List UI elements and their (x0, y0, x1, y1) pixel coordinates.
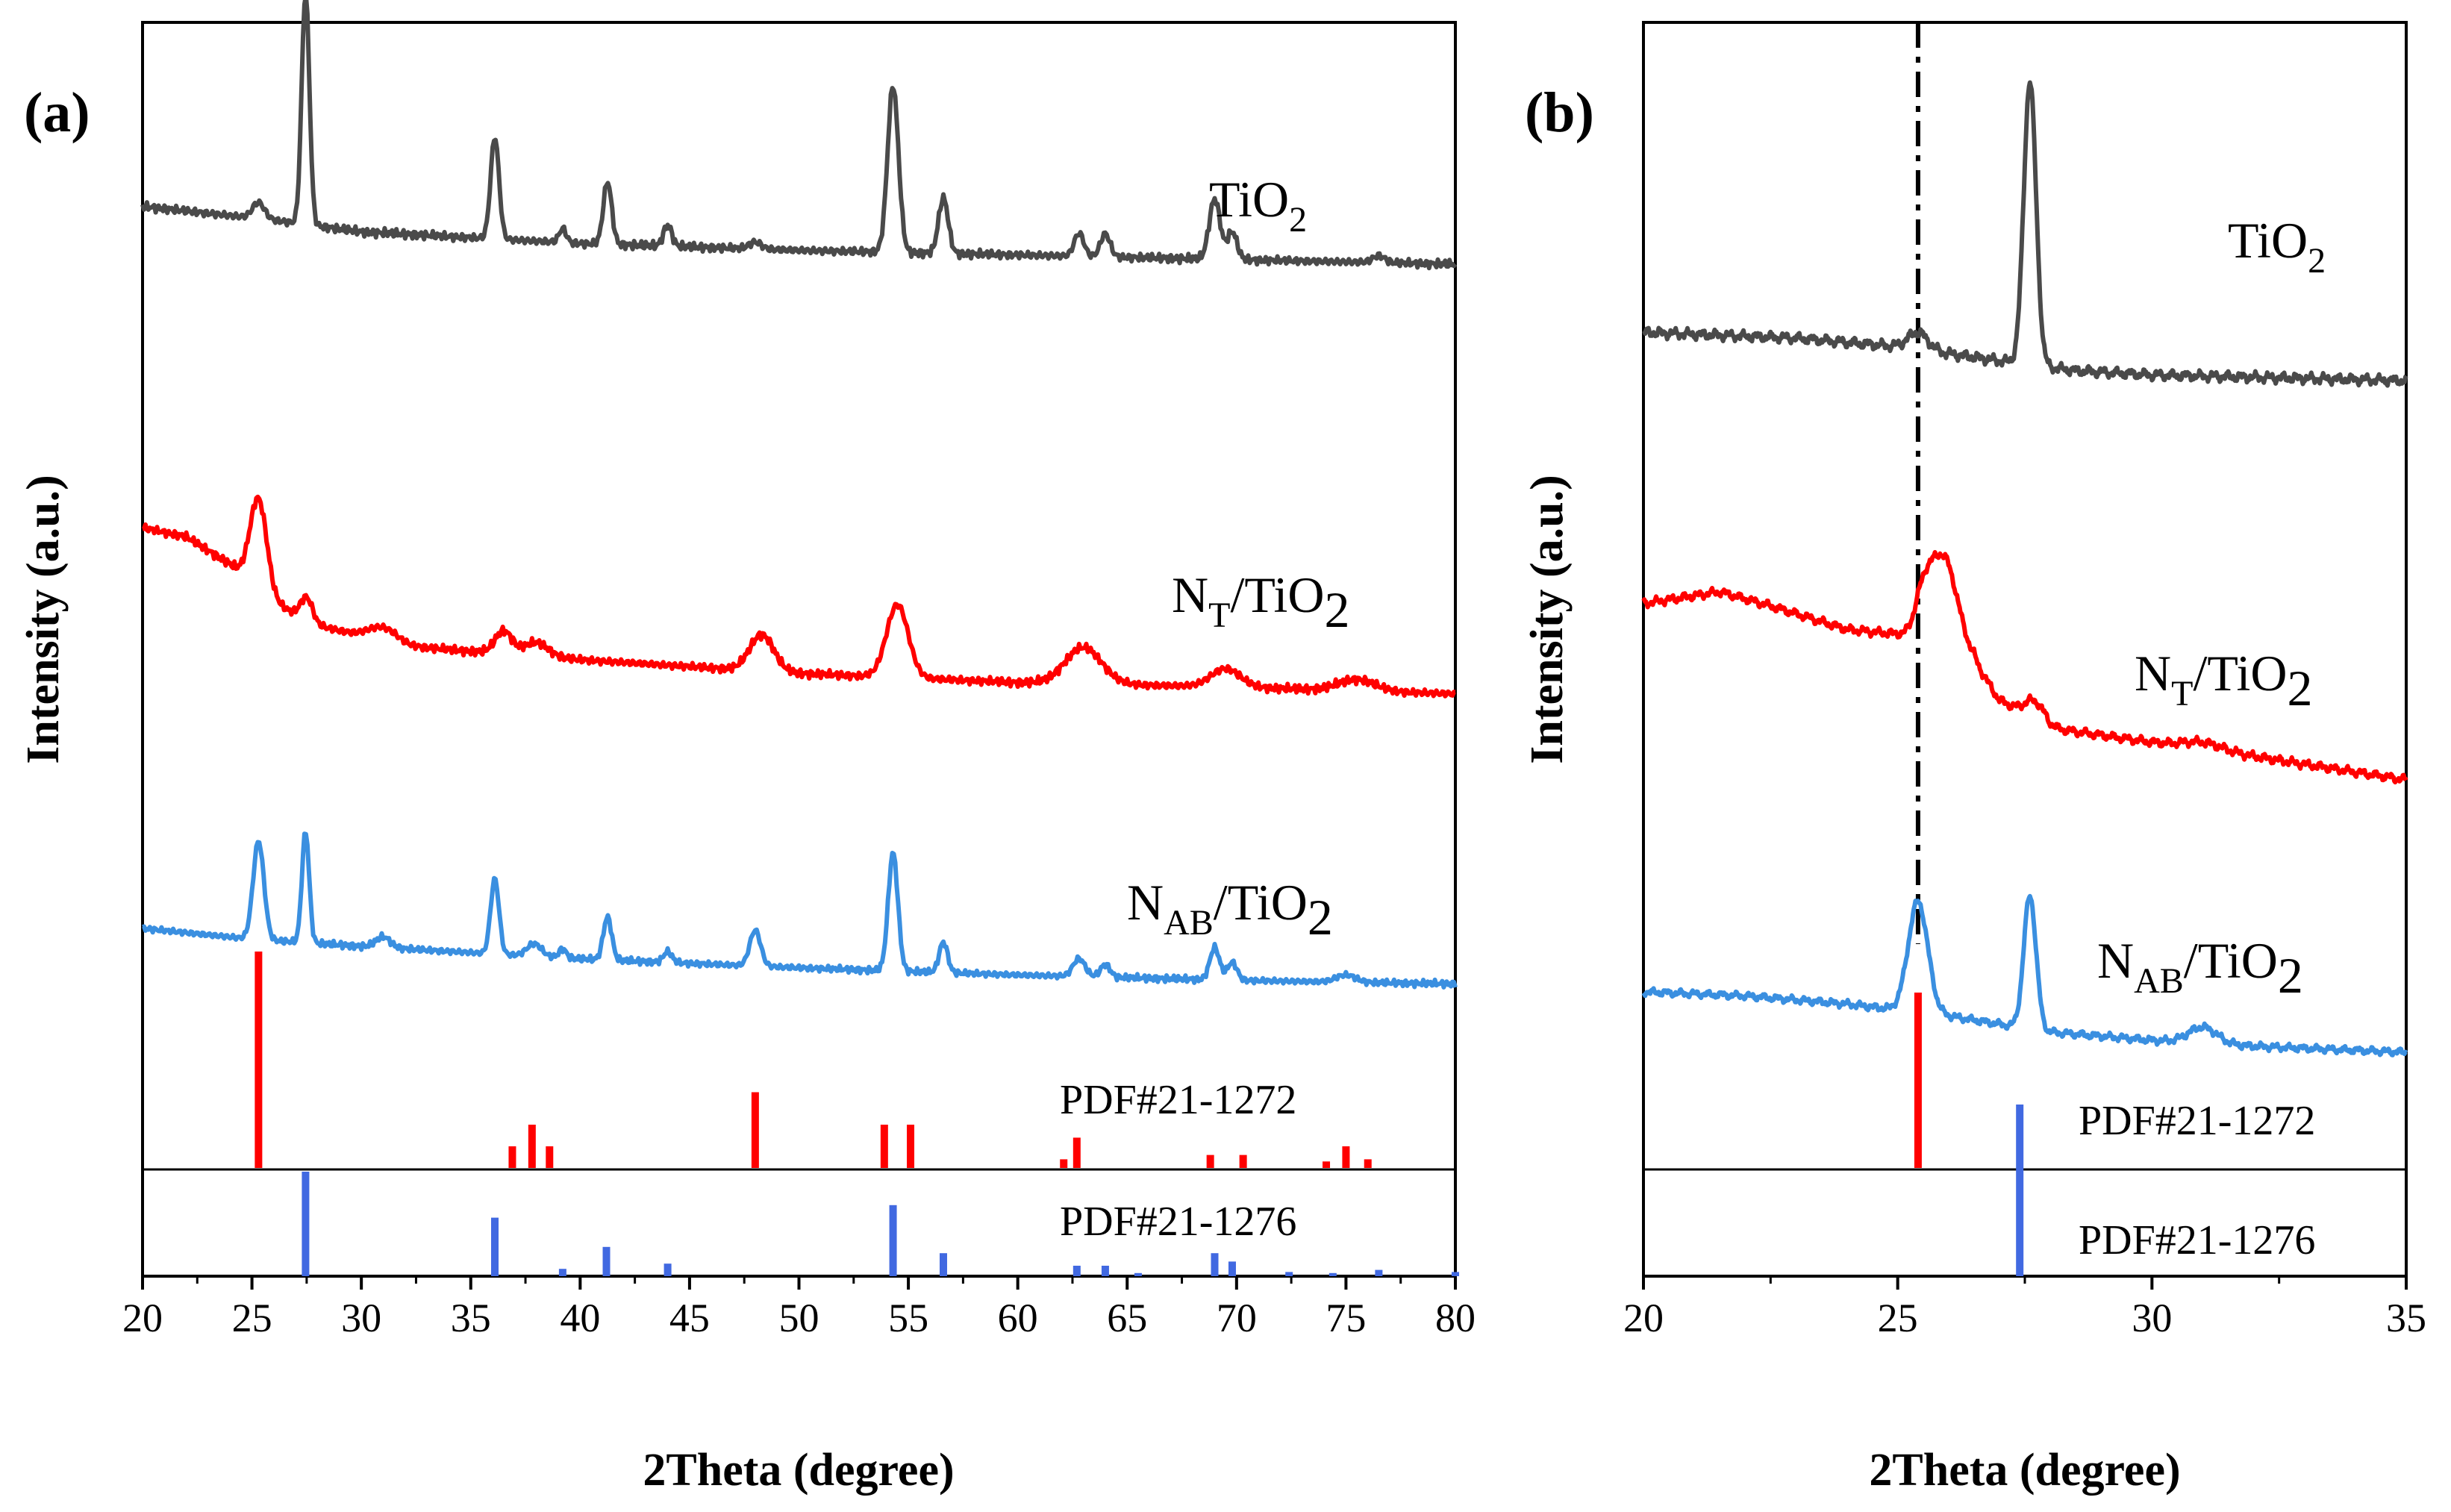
curve-label-subscript: 2 (2278, 947, 2303, 1004)
y-axis-title: Intensity (a.u.) (18, 475, 69, 764)
reference-stick (1228, 1261, 1236, 1276)
reference-stick (490, 1217, 499, 1276)
reference-stick (1060, 1159, 1068, 1168)
x-tick-label: 60 (998, 1296, 1038, 1340)
xrd-curve-nttio2 (142, 494, 1456, 699)
curve-label-subscript: T (2171, 674, 2193, 713)
curve-label-subscript: AB (2134, 961, 2184, 1001)
reference-stick (546, 1146, 554, 1168)
reference-stick (1134, 1272, 1142, 1276)
reference-stick (302, 1172, 310, 1276)
curve-label: NT/TiO2 (1172, 566, 1349, 638)
curve-label-subscript: 2 (1308, 889, 1333, 946)
x-tick-label: 35 (2386, 1296, 2426, 1340)
curve-label-subscript: 2 (2287, 660, 2312, 716)
reference-stick (1375, 1269, 1383, 1276)
curve-label-main: N (1172, 566, 1208, 623)
x-axis-title: 2Theta (degree) (1869, 1445, 2180, 1496)
xrd-curve-tio2 (1642, 80, 2408, 388)
curve-label-main: TiO (1209, 171, 1289, 228)
x-axis-title: 2Theta (degree) (643, 1445, 954, 1496)
curve-label: NAB/TiO2 (2097, 932, 2303, 1004)
reference-stick (602, 1246, 611, 1276)
reference-stick (508, 1146, 516, 1168)
curve-label-suffix: /TiO (2193, 645, 2287, 702)
x-tick-label: 20 (1623, 1296, 1664, 1340)
curve-label-suffix: /TiO (1230, 566, 1324, 623)
y-axis-title: Intensity (a.u.) (1522, 475, 1573, 764)
x-tick-label: 25 (232, 1296, 272, 1340)
xrd-curve-tio2 (140, 0, 1458, 271)
reference-stick (889, 1205, 897, 1276)
reference-stick (1364, 1159, 1372, 1168)
reference-pattern-label: PDF#21-1272 (1060, 1077, 1296, 1123)
curve-label-subscript: 2 (1324, 581, 1349, 638)
reference-stick (939, 1253, 947, 1276)
reference-stick (1072, 1137, 1081, 1168)
reference-pattern-label: PDF#21-1276 (2079, 1217, 2315, 1263)
curve-label: NT/TiO2 (2135, 645, 2312, 716)
reference-stick (2016, 1105, 2024, 1276)
x-tick-label: 35 (451, 1296, 491, 1340)
reference-stick (664, 1263, 672, 1276)
reference-stick (255, 952, 263, 1168)
reference-stick (558, 1269, 566, 1276)
panel-label: (a) (24, 81, 90, 144)
panel-label: (b) (1525, 81, 1594, 144)
curve-label: TiO2 (2228, 212, 2326, 281)
panel-b: 20 25 30 35 2Theta (degree) Intensity (a.u.) (… (1522, 21, 2426, 1496)
x-tick-label: 55 (888, 1296, 928, 1340)
reference-stick (1328, 1272, 1337, 1276)
x-tick-label: 50 (779, 1296, 819, 1340)
curve-label-main: N (2097, 932, 2134, 989)
reference-stick (1285, 1272, 1293, 1276)
curve-label: TiO2 (1209, 171, 1307, 240)
reference-stick (880, 1125, 888, 1168)
reference-stick (1101, 1266, 1109, 1276)
xrd-curve-nabtio2 (1641, 893, 2408, 1058)
reference-stick (1206, 1155, 1214, 1168)
reference-pattern-label: PDF#21-1276 (1060, 1199, 1296, 1245)
reference-stick (1072, 1266, 1081, 1276)
x-tick-label: 70 (1217, 1296, 1257, 1340)
curve-label-main: N (1127, 874, 1164, 931)
x-tick-label: 20 (122, 1296, 163, 1340)
reference-pattern-label: PDF#21-1272 (2079, 1098, 2315, 1144)
x-tick-label: 80 (1435, 1296, 1476, 1340)
x-tick-label: 45 (669, 1296, 710, 1340)
x-tick-label: 75 (1326, 1296, 1366, 1340)
reference-stick (1452, 1272, 1459, 1276)
reference-stick (751, 1092, 759, 1168)
x-tick-label: 65 (1107, 1296, 1147, 1340)
reference-stick (1323, 1161, 1331, 1168)
panel-a: 20 25 30 35 40 45 50 55 60 65 70 75 80 2Theta (degree… (18, 0, 1476, 1496)
curve-label-main: N (2135, 645, 2171, 702)
reference-stick (528, 1125, 536, 1168)
curve-label-subscript: 2 (2308, 241, 2326, 281)
curve-label-subscript: AB (1164, 903, 1214, 943)
curve-label-subscript: 2 (1289, 200, 1307, 240)
curve-label: NAB/TiO2 (1127, 874, 1333, 946)
xrd-curve-nabtio2 (142, 831, 1458, 990)
x-tick-label: 40 (560, 1296, 600, 1340)
reference-stick (1342, 1146, 1350, 1168)
x-tick-label: 30 (341, 1296, 381, 1340)
curve-label-suffix: /TiO (2184, 932, 2278, 989)
x-tick-label: 30 (2132, 1296, 2172, 1340)
reference-stick (1211, 1253, 1219, 1276)
reference-stick (907, 1125, 915, 1168)
curve-label-suffix: /TiO (1214, 874, 1308, 931)
x-tick-label: 25 (1878, 1296, 1918, 1340)
reference-stick (1914, 993, 1922, 1168)
curve-label-main: TiO (2228, 212, 2308, 269)
curve-label-subscript: T (1208, 596, 1230, 635)
xrd-curve-nttio2 (1641, 550, 2408, 785)
reference-stick (1239, 1155, 1247, 1168)
